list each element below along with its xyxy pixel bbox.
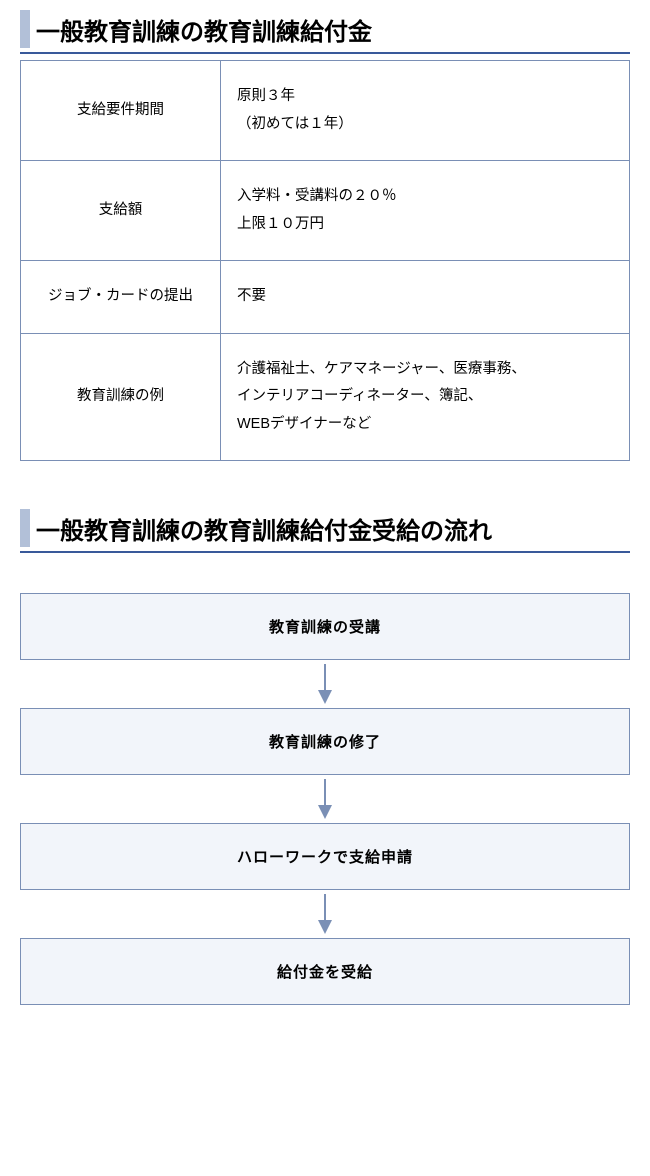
flow-arrow	[20, 775, 630, 823]
table-row: 支給要件期間 原則３年（初めては１年）	[21, 61, 630, 161]
table-row: 支給額 入学料・受講料の２０％上限１０万円	[21, 161, 630, 261]
title-accent-bar	[20, 10, 30, 48]
flow-step: 給付金を受給	[20, 938, 630, 1005]
row-value: 原則３年（初めては１年）	[221, 61, 630, 161]
row-value: 入学料・受講料の２０％上限１０万円	[221, 161, 630, 261]
flow-step: 教育訓練の修了	[20, 708, 630, 775]
row-label: 支給額	[21, 161, 221, 261]
row-label: 支給要件期間	[21, 61, 221, 161]
row-value: 不要	[221, 261, 630, 334]
table-row: ジョブ・カードの提出 不要	[21, 261, 630, 334]
row-label: ジョブ・カードの提出	[21, 261, 221, 334]
row-label: 教育訓練の例	[21, 333, 221, 461]
flowchart: 教育訓練の受講 教育訓練の修了 ハローワークで支給申請 給付金を受給	[20, 593, 630, 1005]
flow-step: 教育訓練の受講	[20, 593, 630, 660]
title-accent-bar	[20, 509, 30, 547]
table-row: 教育訓練の例 介護福祉士、ケアマネージャー、医療事務、インテリアコーディネーター…	[21, 333, 630, 461]
section2-title-text: 一般教育訓練の教育訓練給付金受給の流れ	[36, 511, 492, 546]
info-table: 支給要件期間 原則３年（初めては１年） 支給額 入学料・受講料の２０％上限１０万…	[20, 60, 630, 461]
flow-arrow	[20, 660, 630, 708]
flow-step: ハローワークで支給申請	[20, 823, 630, 890]
section1-title-text: 一般教育訓練の教育訓練給付金	[36, 12, 372, 47]
row-value: 介護福祉士、ケアマネージャー、医療事務、インテリアコーディネーター、簿記、WEB…	[221, 333, 630, 461]
section2-title: 一般教育訓練の教育訓練給付金受給の流れ	[20, 509, 630, 553]
section1-title: 一般教育訓練の教育訓練給付金	[20, 10, 630, 54]
flow-arrow	[20, 890, 630, 938]
